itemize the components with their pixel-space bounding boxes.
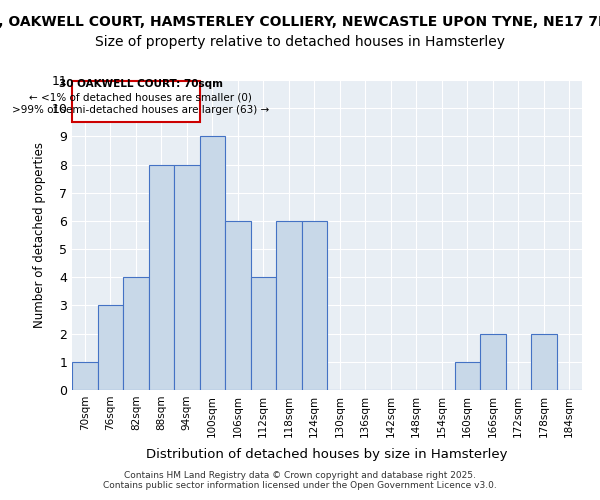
Bar <box>276 221 302 390</box>
Text: Contains HM Land Registry data © Crown copyright and database right 2025.
Contai: Contains HM Land Registry data © Crown c… <box>103 470 497 490</box>
Bar <box>72 362 97 390</box>
FancyBboxPatch shape <box>72 82 199 122</box>
Bar <box>149 164 174 390</box>
Bar <box>225 221 251 390</box>
X-axis label: Distribution of detached houses by size in Hamsterley: Distribution of detached houses by size … <box>146 448 508 461</box>
Text: Size of property relative to detached houses in Hamsterley: Size of property relative to detached ho… <box>95 35 505 49</box>
Bar <box>97 306 123 390</box>
Bar <box>480 334 505 390</box>
Text: ← <1% of detached houses are smaller (0): ← <1% of detached houses are smaller (0) <box>29 92 252 102</box>
Bar <box>251 278 276 390</box>
Bar <box>123 278 149 390</box>
Bar <box>455 362 480 390</box>
Text: 30, OAKWELL COURT, HAMSTERLEY COLLIERY, NEWCASTLE UPON TYNE, NE17 7BD: 30, OAKWELL COURT, HAMSTERLEY COLLIERY, … <box>0 15 600 29</box>
Bar <box>199 136 225 390</box>
Bar <box>302 221 327 390</box>
Text: 30 OAKWELL COURT: 70sqm: 30 OAKWELL COURT: 70sqm <box>59 78 223 88</box>
Bar <box>174 164 199 390</box>
Bar <box>531 334 557 390</box>
Text: >99% of semi-detached houses are larger (63) →: >99% of semi-detached houses are larger … <box>12 106 269 116</box>
Y-axis label: Number of detached properties: Number of detached properties <box>33 142 46 328</box>
